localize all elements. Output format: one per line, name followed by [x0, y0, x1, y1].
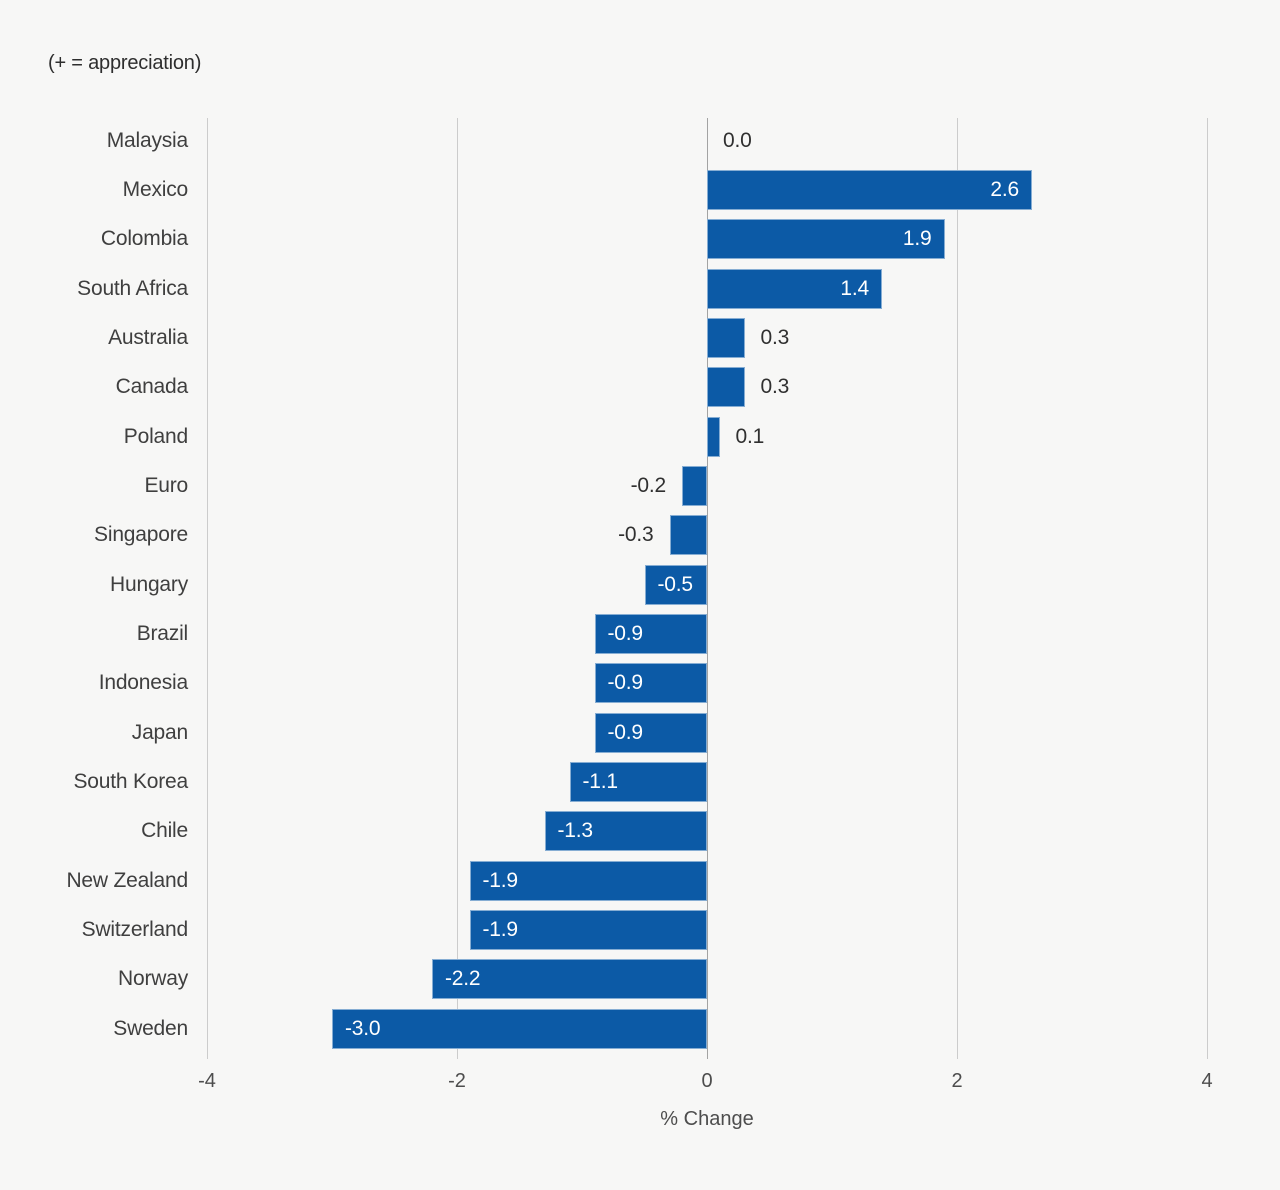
category-label: Mexico — [122, 177, 189, 201]
value-label: 0.1 — [735, 424, 765, 448]
bar — [707, 317, 745, 358]
value-label: -0.9 — [607, 720, 644, 744]
category-label: Euro — [144, 473, 188, 497]
value-label: 2.6 — [990, 177, 1019, 201]
bar — [707, 268, 882, 309]
bar — [544, 811, 707, 852]
x-tick-label: 2 — [951, 1070, 963, 1092]
bar — [469, 909, 707, 950]
category-label: Malaysia — [106, 128, 188, 152]
value-label: -0.5 — [657, 572, 694, 596]
category-label: Chile — [141, 819, 188, 843]
category-label: Canada — [115, 375, 189, 399]
category-label: Switzerland — [81, 917, 189, 941]
x-tick-label: 4 — [1201, 1070, 1213, 1092]
bar — [594, 663, 707, 704]
category-label: Brazil — [136, 621, 189, 645]
category-label: Sweden — [113, 1016, 188, 1040]
value-label: 0.3 — [760, 375, 790, 399]
bar — [469, 860, 707, 901]
chart-subtitle: (+ = appreciation) — [48, 52, 202, 74]
gridline — [956, 118, 958, 1059]
value-label: -0.9 — [607, 671, 644, 695]
value-label: -1.9 — [482, 868, 519, 892]
category-label: Norway — [118, 967, 188, 991]
bar — [594, 613, 707, 654]
bar — [682, 465, 707, 506]
value-label: 1.4 — [840, 276, 869, 300]
bar — [707, 416, 720, 457]
x-tick-label: -2 — [448, 1070, 466, 1092]
value-label: -3.0 — [345, 1016, 381, 1040]
bar — [707, 169, 1032, 210]
category-label: Australia — [108, 325, 188, 349]
category-label: Singapore — [94, 523, 188, 547]
bar — [707, 219, 945, 260]
value-label: -0.2 — [630, 473, 667, 497]
value-label: 0.3 — [760, 325, 790, 349]
x-tick-label: 0 — [701, 1070, 713, 1092]
value-label: -1.1 — [582, 769, 619, 793]
gridline — [1206, 118, 1208, 1059]
value-label: 0.0 — [723, 128, 752, 152]
zero-gridline — [706, 118, 708, 1059]
value-label: -1.9 — [482, 917, 519, 941]
bar — [644, 564, 707, 605]
category-label: South Korea — [73, 769, 188, 793]
category-label: Japan — [131, 720, 188, 744]
x-axis-title: % Change — [660, 1108, 754, 1130]
value-label: -0.3 — [618, 523, 654, 547]
value-label: -0.9 — [607, 621, 644, 645]
category-label: New Zealand — [66, 868, 188, 892]
value-label: -1.3 — [557, 819, 594, 843]
x-tick-label: -4 — [198, 1070, 216, 1092]
category-label: Hungary — [110, 572, 188, 596]
category-label: Indonesia — [98, 671, 188, 695]
value-label: 1.9 — [902, 227, 932, 251]
bar — [569, 761, 707, 802]
gridline — [456, 118, 458, 1059]
bar — [332, 1008, 707, 1049]
bar — [432, 959, 707, 1000]
category-label: South Africa — [77, 276, 188, 300]
gridline — [206, 118, 208, 1059]
bar — [594, 712, 707, 753]
bar — [707, 367, 745, 408]
category-label: Colombia — [100, 227, 188, 251]
bar — [669, 515, 707, 556]
value-label: -2.2 — [445, 967, 481, 991]
category-label: Poland — [123, 424, 188, 448]
